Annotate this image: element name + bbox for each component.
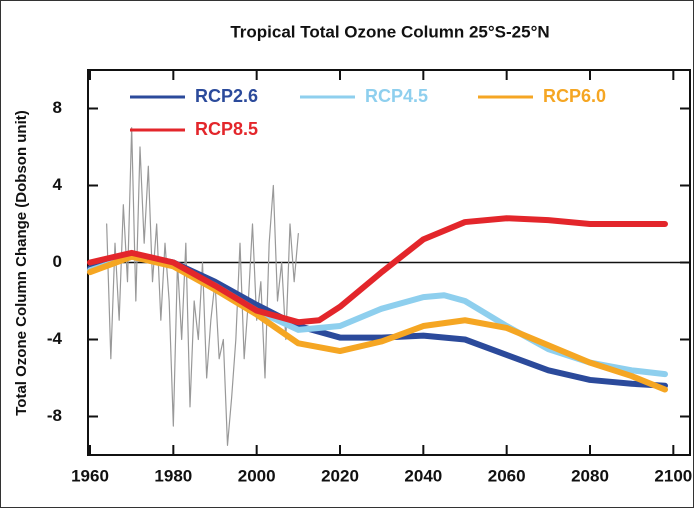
x-tick-label: 1960	[71, 466, 109, 485]
y-tick-label: -4	[47, 329, 63, 348]
y-tick-label: 0	[53, 252, 62, 271]
y-axis-label: Total Ozone Column Change (Dobson unit)	[13, 110, 30, 416]
legend-label: RCP4.5	[365, 86, 428, 106]
legend-label: RCP8.5	[195, 119, 258, 139]
series-line	[87, 215, 668, 326]
x-tick-label: 2040	[404, 466, 442, 485]
x-tick-label: 1980	[154, 466, 192, 485]
x-tick-label: 2060	[488, 466, 526, 485]
x-tick-label: 2020	[321, 466, 359, 485]
y-tick-label: -8	[47, 406, 62, 425]
y-tick-label: 8	[53, 98, 62, 117]
chart-title: Tropical Total Ozone Column 25°S-25°N	[230, 22, 549, 41]
legend-label: RCP2.6	[195, 86, 258, 106]
observation-line	[106, 127, 299, 446]
y-tick-label: 4	[53, 175, 63, 194]
x-tick-label: 2100	[654, 466, 692, 485]
series-line	[87, 253, 668, 393]
x-tick-label: 2000	[238, 466, 276, 485]
legend-label: RCP6.0	[543, 86, 606, 106]
x-tick-label: 2080	[571, 466, 609, 485]
